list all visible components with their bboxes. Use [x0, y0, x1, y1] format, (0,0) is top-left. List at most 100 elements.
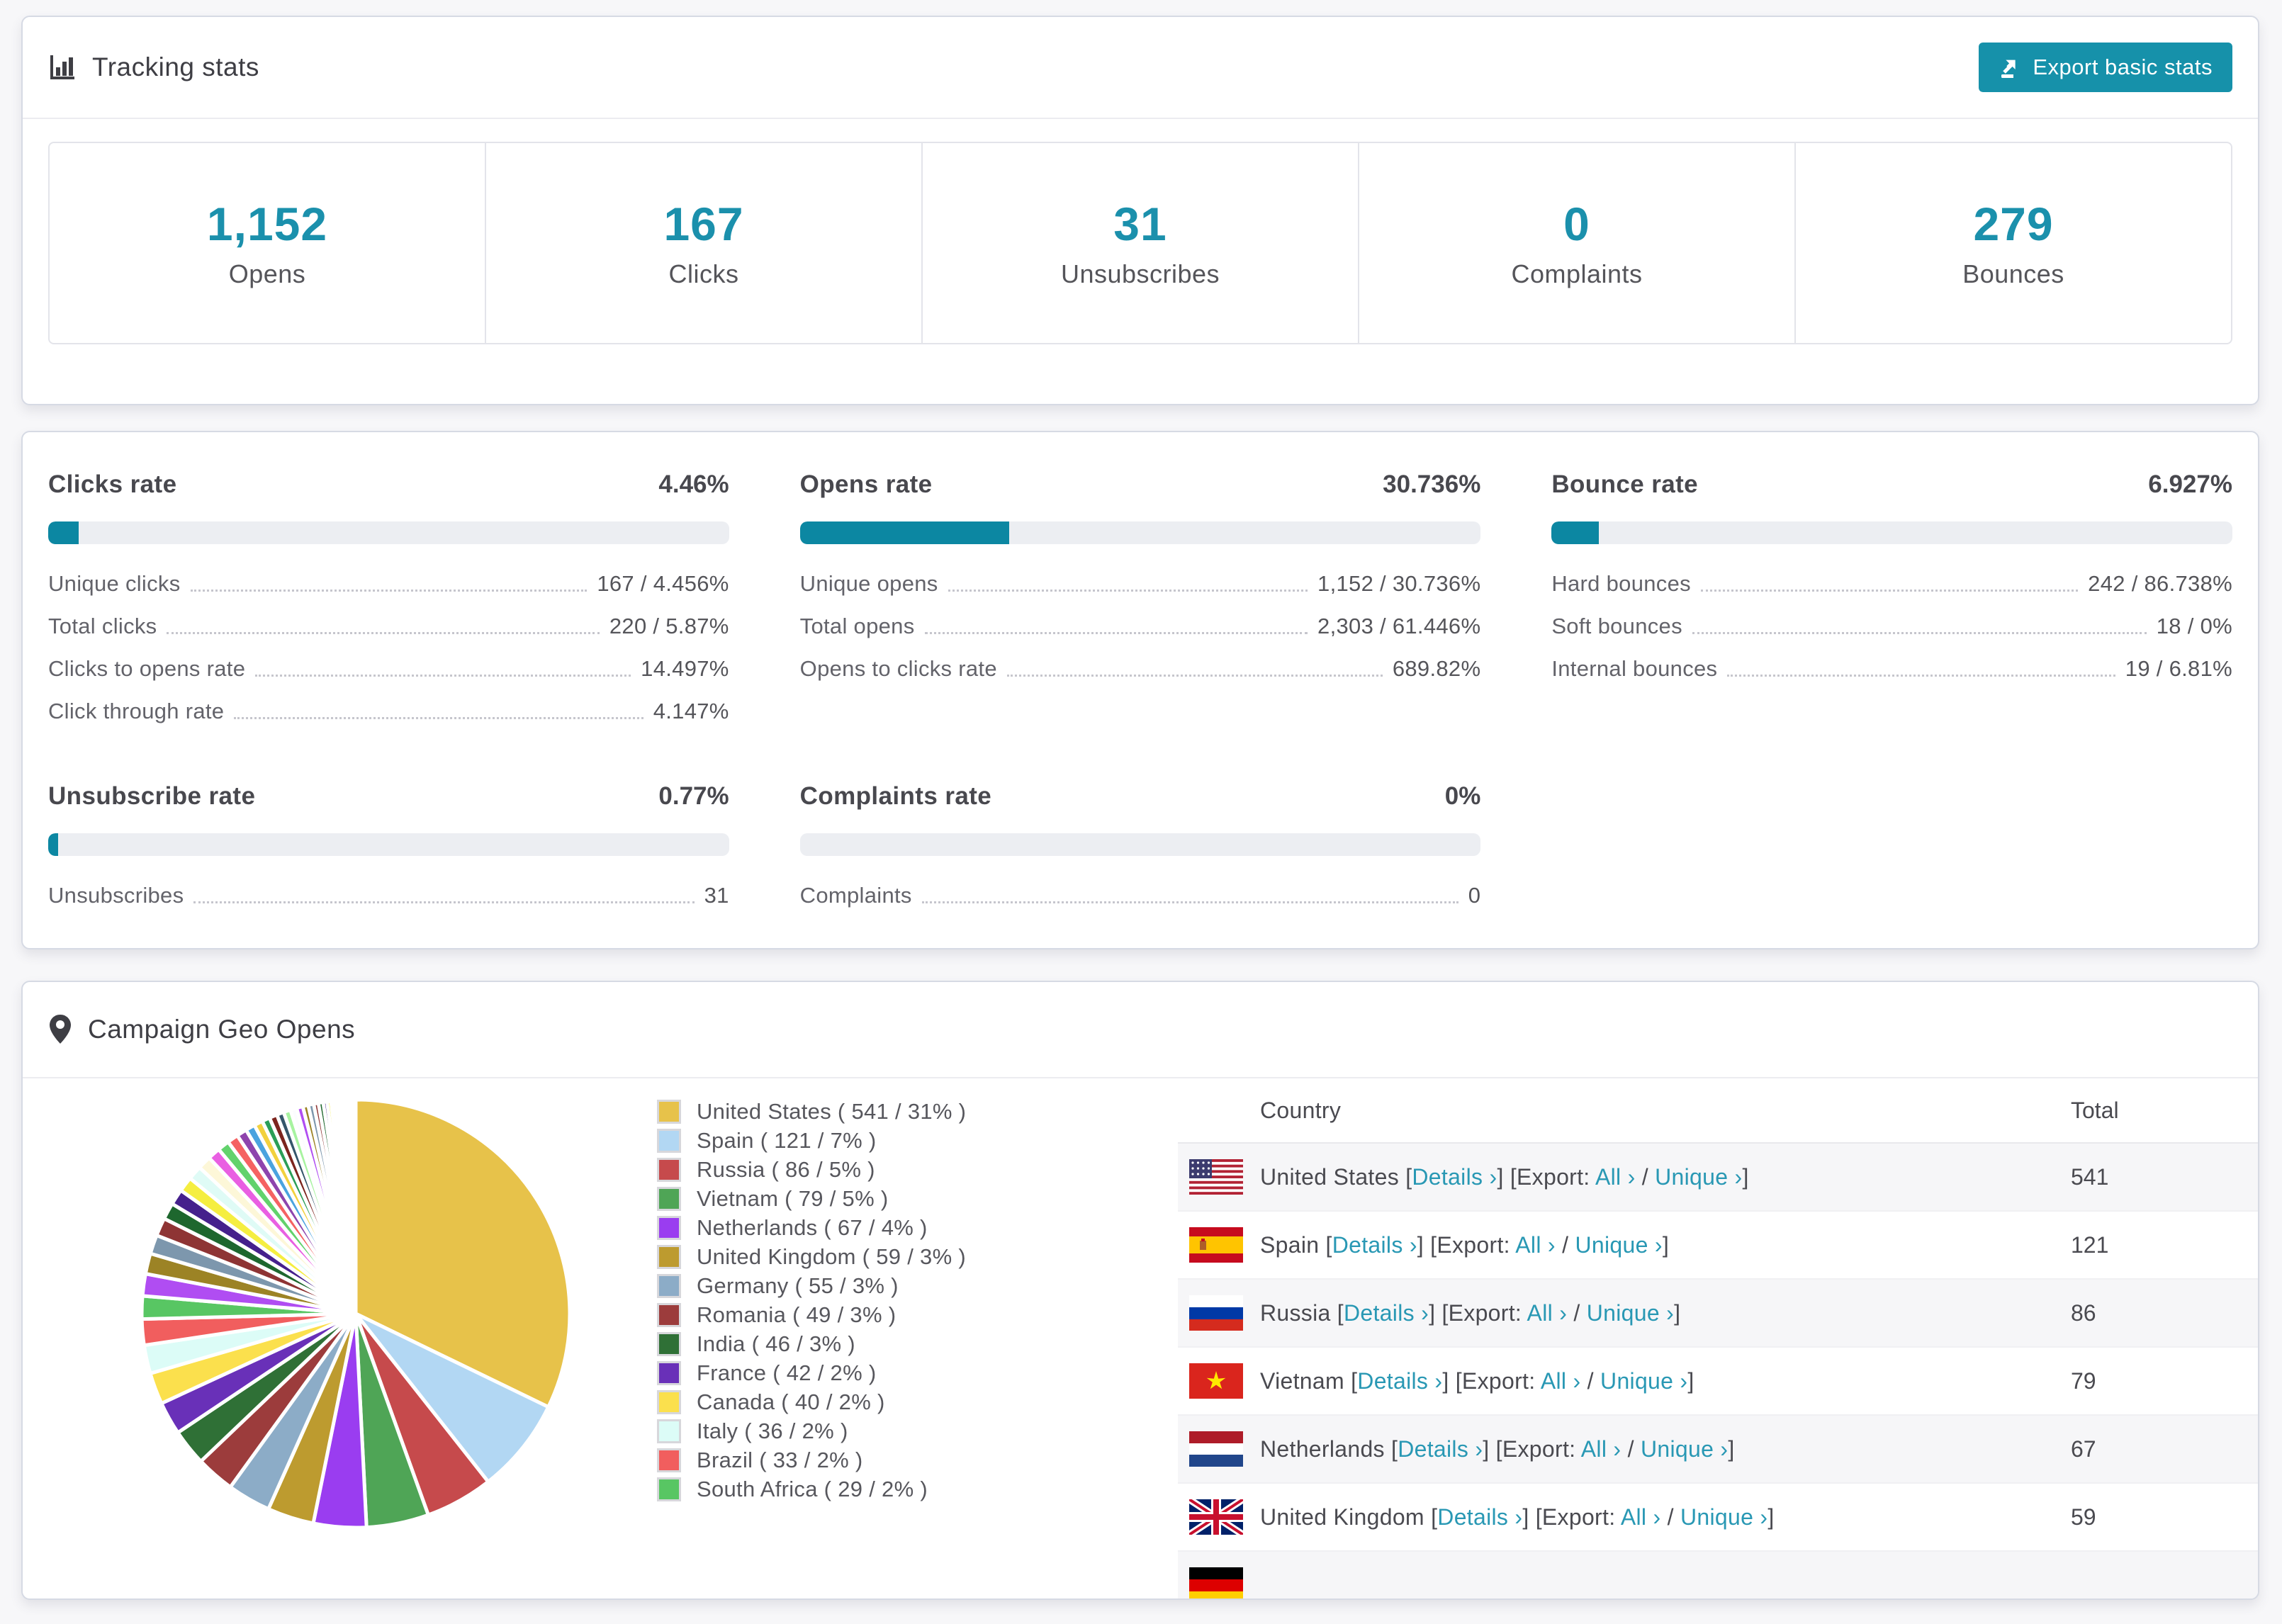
rate-block-opens-rate: Opens rate 30.736% Unique opens 1,152 / 30.… [799, 470, 1481, 733]
rate-detail-label: Complaints [799, 883, 912, 908]
legend-item-romania: Romania ( 49 / 3% ) [657, 1300, 966, 1329]
geo-opens-pie-chart [140, 1098, 572, 1530]
export-all-link[interactable]: All › [1595, 1163, 1636, 1190]
rate-head: Bounce rate 6.927% [1551, 470, 2232, 499]
details-link[interactable]: Details › [1437, 1504, 1523, 1530]
details-link[interactable]: Details › [1412, 1163, 1497, 1190]
legend-label: Canada ( 40 / 2% ) [697, 1389, 885, 1414]
rate-title: Clicks rate [48, 470, 177, 498]
legend-label: Italy ( 36 / 2% ) [697, 1418, 848, 1443]
rate-detail-row: Unique opens 1,152 / 30.736% [800, 563, 1481, 605]
export-icon [1999, 55, 2023, 79]
metric-label: Unsubscribes [1060, 259, 1220, 288]
rate-value: 0.77% [658, 782, 729, 810]
geo-title: Campaign Geo Opens [88, 1015, 356, 1044]
rate-detail-row: Opens to clicks rate 689.82% [800, 648, 1481, 690]
geo-table-row-russia: Russia [Details ›] [Export: All › / Uniq… [1178, 1280, 2258, 1348]
rates-grid: Clicks rate 4.46% Unique clicks 167 / 4.456… [23, 432, 2258, 917]
rate-detail-label: Unique opens [799, 571, 938, 596]
export-all-link[interactable]: All › [1515, 1231, 1556, 1258]
metric-value: 31 [1113, 198, 1167, 250]
geo-table-row-spain: Spain [Details ›] [Export: All › / Uniqu… [1178, 1212, 2258, 1280]
dotted-leader [255, 674, 631, 677]
export-unique-link[interactable]: Unique › [1640, 1436, 1729, 1462]
rate-detail-value: 0 [1468, 883, 1481, 908]
nl-flag-icon [1189, 1431, 1260, 1467]
rate-progress-fill [1551, 521, 1599, 544]
legend-label: Brazil ( 33 / 2% ) [697, 1447, 863, 1472]
rate-block-unsubscribe-rate: Unsubscribe rate 0.77% Unsubscribes 31 [48, 782, 729, 917]
dotted-leader [234, 716, 643, 719]
bar-chart-icon [48, 53, 77, 81]
rate-detail-value: 167 / 4.456% [597, 571, 729, 596]
export-unique-link[interactable]: Unique › [1655, 1163, 1743, 1190]
rate-detail-row: Hard bounces 242 / 86.738% [1551, 563, 2232, 605]
rate-detail-value: 14.497% [641, 656, 729, 681]
export-basic-stats-button[interactable]: Export basic stats [1979, 43, 2232, 92]
rate-detail-row: Unique clicks 167 / 4.456% [48, 563, 729, 605]
gb-flag-icon [1189, 1499, 1260, 1535]
rate-head: Opens rate 30.736% [800, 470, 1481, 499]
legend-item-italy: Italy ( 36 / 2% ) [657, 1416, 966, 1445]
details-link[interactable]: Details › [1398, 1436, 1483, 1462]
tracking-stats-card: Tracking stats Export basic stats 1,152 O… [21, 16, 2259, 405]
export-unique-link[interactable]: Unique › [1600, 1368, 1688, 1394]
rate-detail-row: Clicks to opens rate 14.497% [48, 648, 729, 690]
legend-item-netherlands: Netherlands ( 67 / 4% ) [657, 1213, 966, 1242]
rate-progress-bar [799, 521, 1481, 544]
export-unique-link[interactable]: Unique › [1575, 1231, 1663, 1258]
vn-flag-icon [1189, 1363, 1260, 1399]
pie-slice-other-40[interactable] [353, 1098, 358, 1314]
tracking-stats-header: Tracking stats Export basic stats [23, 17, 2258, 119]
legend-label: Vietnam ( 79 / 5% ) [697, 1185, 889, 1211]
rate-head: Clicks rate 4.46% [48, 470, 729, 499]
country-cell: United States [Details ›] [Export: All ›… [1260, 1163, 1749, 1190]
legend-swatch [657, 1099, 681, 1124]
export-unique-link[interactable]: Unique › [1680, 1504, 1768, 1530]
country-cell: Vietnam [Details ›] [Export: All › / Uni… [1260, 1368, 1694, 1394]
rate-value: 4.46% [658, 470, 729, 498]
rate-progress-bar [48, 833, 729, 856]
rate-progress-fill [799, 521, 1009, 544]
legend-item-russia: Russia ( 86 / 5% ) [657, 1155, 966, 1184]
export-all-link[interactable]: All › [1540, 1368, 1581, 1394]
pie-slice-spain[interactable] [354, 1312, 551, 1484]
legend-label: India ( 46 / 3% ) [697, 1331, 855, 1356]
rate-block-bounce-rate: Bounce rate 6.927% Hard bounces 242 / 86.73… [1551, 470, 2232, 733]
details-link[interactable]: Details › [1332, 1231, 1417, 1258]
export-all-link[interactable]: All › [1620, 1504, 1661, 1530]
legend-swatch [657, 1128, 681, 1153]
rate-progress-bar [799, 833, 1481, 856]
metric-box-unsubscribes: 31 Unsubscribes [923, 143, 1359, 343]
es-flag-icon [1189, 1227, 1260, 1263]
rate-detail-row: Total opens 2,303 / 61.446% [800, 605, 1481, 648]
pie-legend: United States ( 541 / 31% ) Spain ( 121 /… [657, 1097, 966, 1504]
details-link[interactable]: Details › [1357, 1368, 1443, 1394]
legend-label: Netherlands ( 67 / 4% ) [697, 1214, 928, 1240]
rate-detail-row: Soft bounces 18 / 0% [1551, 605, 2232, 648]
legend-label: Spain ( 121 / 7% ) [697, 1127, 877, 1153]
legend-item-south-africa: South Africa ( 29 / 2% ) [657, 1474, 966, 1504]
export-all-link[interactable]: All › [1527, 1299, 1568, 1326]
rate-detail-label: Total opens [799, 614, 915, 638]
metric-box-clicks: 167 Clicks [486, 143, 923, 343]
rate-detail-value: 31 [704, 883, 729, 908]
details-link[interactable]: Details › [1344, 1299, 1429, 1326]
metric-value: 1,152 [206, 198, 328, 250]
legend-swatch [657, 1244, 681, 1269]
export-unique-link[interactable]: Unique › [1586, 1299, 1675, 1326]
rate-detail-row: Internal bounces 19 / 6.81% [1551, 648, 2232, 690]
legend-label: United Kingdom ( 59 / 3% ) [697, 1244, 966, 1269]
legend-label: Russia ( 86 / 5% ) [697, 1156, 875, 1182]
export-all-link[interactable]: All › [1580, 1436, 1621, 1462]
rate-detail-label: Total clicks [48, 614, 157, 638]
geo-table-row-vietnam: Vietnam [Details ›] [Export: All › / Uni… [1178, 1348, 2258, 1416]
rate-detail-rows: Hard bounces 242 / 86.738% Soft bounces 18 … [1551, 563, 2232, 690]
rate-title: Opens rate [799, 470, 933, 498]
rate-detail-rows: Unique clicks 167 / 4.456% Total clicks 220… [48, 563, 729, 733]
legend-item-france: France ( 42 / 2% ) [657, 1358, 966, 1387]
country-cell: Netherlands [Details ›] [Export: All › /… [1260, 1436, 1735, 1462]
pie-slice-united-states[interactable] [354, 1098, 572, 1410]
legend-item-spain: Spain ( 121 / 7% ) [657, 1126, 966, 1155]
rate-detail-label: Click through rate [48, 699, 225, 723]
